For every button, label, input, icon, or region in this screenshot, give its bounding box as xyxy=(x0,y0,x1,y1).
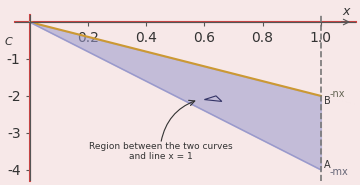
Text: -nx: -nx xyxy=(330,89,345,99)
Text: C: C xyxy=(4,37,12,47)
Text: A: A xyxy=(324,160,330,170)
Text: x: x xyxy=(343,5,350,18)
Text: -mx: -mx xyxy=(330,167,348,177)
Text: Region between the two curves
and line x = 1: Region between the two curves and line x… xyxy=(89,142,233,161)
Text: B: B xyxy=(324,96,330,106)
